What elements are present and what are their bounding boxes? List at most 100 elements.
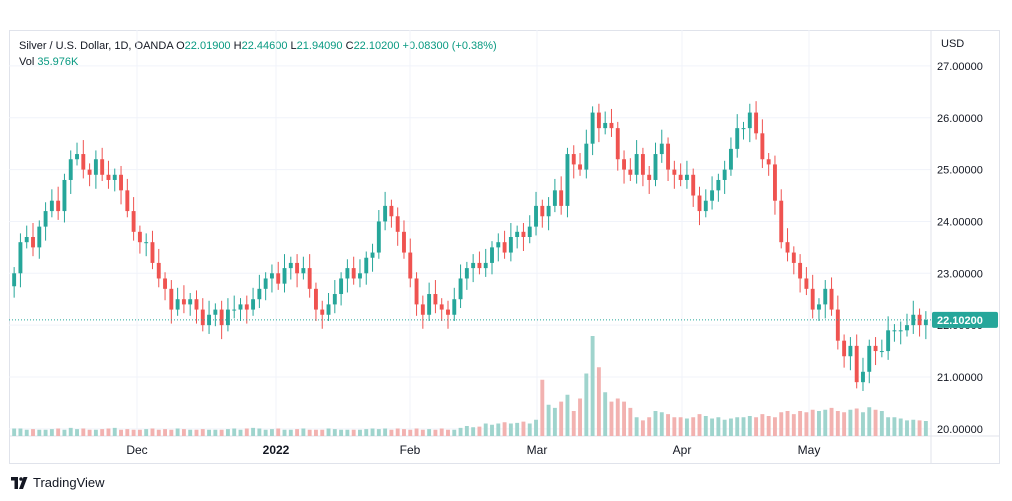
candle-body (219, 309, 224, 326)
volume-bar (251, 427, 256, 436)
volume-bar (433, 429, 438, 436)
candle-body (106, 174, 111, 180)
volume-bar (119, 429, 123, 436)
volume-bar (609, 401, 614, 436)
volume-bar (238, 429, 243, 436)
candle-body (389, 205, 394, 217)
brand-footer[interactable]: TradingView (11, 475, 105, 490)
volume-bar (332, 429, 337, 436)
time-axis-label: May (798, 443, 821, 457)
volume-bar (358, 429, 362, 436)
time-axis-label: Mar (527, 443, 548, 457)
volume-bar (314, 429, 318, 436)
volume-bar (477, 426, 482, 436)
volume-bar (276, 428, 281, 436)
volume-bar (603, 392, 608, 436)
candle-body (911, 314, 916, 326)
candle-body (747, 112, 752, 129)
candle-body (244, 304, 249, 310)
price-chart[interactable]: 27.00000 26.00000 25.00000 24.00000 23.00000… (9, 30, 1000, 464)
candle-body (861, 371, 865, 383)
candle-body (251, 299, 256, 310)
volume-bar (848, 409, 853, 436)
volume-bar (49, 429, 54, 436)
volume-bar (722, 419, 727, 436)
candle-body (584, 143, 589, 170)
volume-bar (534, 419, 538, 436)
candle-body (276, 273, 281, 284)
candle-body (144, 242, 149, 244)
symbol-label[interactable]: Silver / U.S. Dollar, 1D, OANDA (19, 40, 174, 52)
volume-bar (56, 428, 61, 436)
candle-body (402, 231, 406, 253)
volume-bar (691, 417, 696, 436)
candle-body (263, 278, 268, 289)
volume-bar (773, 417, 777, 436)
volume-bar (288, 429, 293, 436)
candle-body (515, 231, 520, 237)
time-axis-label: Dec (126, 443, 147, 457)
candle-body (150, 242, 155, 263)
legend: Silver / U.S. Dollar, 1D, OANDA O22.0190… (19, 38, 497, 70)
volume-bar (144, 429, 149, 436)
volume-bar (446, 429, 450, 436)
volume-bar (200, 429, 205, 436)
candle-body (43, 211, 48, 227)
volume-bar (244, 428, 249, 436)
candle-body (710, 190, 715, 201)
volume-bar (207, 429, 212, 436)
volume-bar (666, 414, 671, 436)
candle-body (666, 143, 671, 170)
candle-body (257, 288, 262, 300)
volume-bar (697, 414, 702, 436)
ohlc-row: Silver / U.S. Dollar, 1D, OANDA O22.0190… (19, 38, 497, 54)
candle-body (659, 143, 664, 155)
volume-bar (257, 428, 262, 436)
volume-bar (188, 429, 193, 436)
candle-body (301, 268, 306, 274)
volume-bar (923, 421, 928, 436)
candle-body (37, 226, 42, 248)
candle-body (125, 190, 130, 212)
volume-bar (766, 416, 771, 436)
candle-body (905, 325, 909, 331)
volume-bar (483, 423, 488, 436)
candle-body (420, 304, 425, 315)
volume-bar (490, 424, 494, 436)
volume-bar (659, 412, 664, 436)
candle-body (898, 330, 903, 332)
volume-bar (345, 429, 350, 436)
volume-bar (232, 428, 237, 436)
candle-body (779, 200, 784, 243)
volume-bar (263, 429, 268, 436)
last-price-label: 22.10200 (937, 315, 983, 327)
volume-bar (62, 429, 67, 436)
volume-bar (81, 428, 86, 436)
volume-bar (156, 429, 161, 436)
candle-body (408, 252, 413, 279)
volume-bar (905, 420, 909, 436)
candle-body (238, 304, 243, 310)
candle-body (722, 169, 727, 180)
volume-bar (408, 429, 413, 436)
candle-body (596, 112, 601, 129)
volume-bar (559, 401, 564, 436)
volume-bar (823, 409, 828, 436)
volume-bar (389, 429, 394, 436)
candle-body (886, 330, 891, 352)
volume-bar (150, 428, 155, 436)
candle-body (433, 294, 438, 305)
volume-bar (829, 407, 834, 436)
candle-body (703, 200, 708, 212)
candle-body (534, 205, 538, 227)
volume-bar (892, 417, 897, 436)
volume-bar (810, 409, 815, 436)
candle-body (628, 169, 633, 175)
volume-bar (584, 373, 589, 436)
candle-body (483, 262, 488, 269)
volume-bar (861, 412, 865, 436)
volume-bar (395, 428, 400, 436)
volume-bar (898, 418, 903, 436)
candle-body (622, 159, 626, 170)
candle-body (634, 154, 639, 175)
